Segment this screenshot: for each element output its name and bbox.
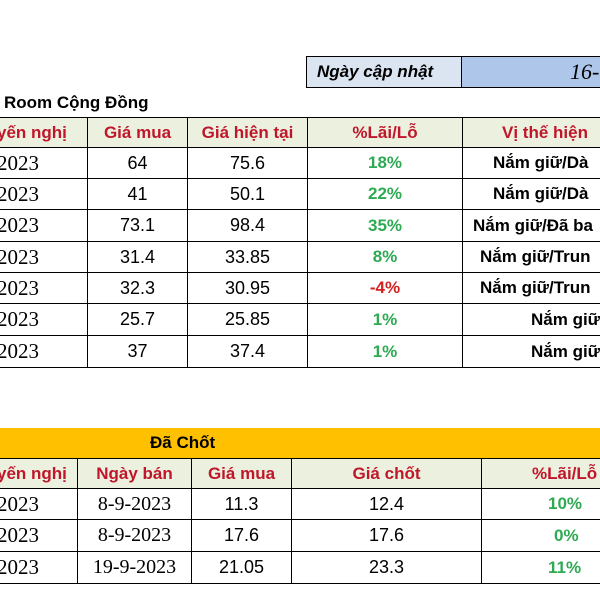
position-cell: Nắm giữ	[462, 303, 600, 336]
current-price-cell: 75.6	[187, 147, 308, 179]
profit-pct-cell: 22%	[307, 178, 463, 210]
closed-section-bar	[0, 428, 600, 458]
header-current-price: Giá hiện tại	[187, 117, 308, 148]
update-date-label: Ngày cập nhật	[306, 56, 462, 88]
header-recommend-date: yến nghị	[0, 458, 78, 489]
current-price-cell: 30.95	[187, 272, 308, 304]
community-room-title: Room Cộng Đồng	[4, 93, 149, 112]
position-cell: Nắm giữ	[462, 335, 600, 368]
update-date-value: 16-10	[461, 56, 600, 88]
header-close-price: Giá chốt	[291, 458, 482, 489]
header-recommend-date: yến nghị	[0, 117, 88, 148]
position-cell: Nắm giữ/Trun	[462, 241, 600, 273]
header-profit-pct: %Lãi/Lỗ	[481, 458, 600, 489]
profit-pct-cell: 1%	[307, 303, 463, 336]
recommend-date-cell: 2023	[0, 551, 78, 584]
position-cell: Nắm giữ/Trun	[462, 272, 600, 304]
profit-pct-cell: 1%	[307, 335, 463, 368]
close-price-cell: 17.6	[291, 519, 482, 552]
header-sell-date: Ngày bán	[77, 458, 192, 489]
recommend-date-cell: 2023	[0, 335, 88, 368]
header-buy-price: Giá mua	[87, 117, 188, 148]
buy-price-cell: 21.05	[191, 551, 292, 584]
profit-pct-cell: 18%	[307, 147, 463, 179]
header-buy-price: Giá mua	[191, 458, 292, 489]
position-cell: Nắm giữ/Đã ba	[462, 209, 600, 242]
position-cell: Nắm giữ/Dà	[462, 147, 600, 179]
profit-pct-cell: 8%	[307, 241, 463, 273]
profit-pct-cell: 11%	[481, 551, 600, 584]
header-profit-pct: %Lãi/Lỗ	[307, 117, 463, 148]
buy-price-cell: 41	[87, 178, 188, 210]
position-cell: Nắm giữ/Dà	[462, 178, 600, 210]
close-price-cell: 12.4	[291, 488, 482, 520]
closed-section-title: Đã Chốt	[150, 433, 216, 452]
close-price-cell: 23.3	[291, 551, 482, 584]
recommend-date-cell: 2023	[0, 147, 88, 179]
current-price-cell: 33.85	[187, 241, 308, 273]
profit-pct-cell: 35%	[307, 209, 463, 242]
buy-price-cell: 32.3	[87, 272, 188, 304]
profit-pct-cell: 10%	[481, 488, 600, 520]
header-position: Vị thế hiện	[462, 117, 600, 148]
sell-date-cell: 8-9-2023	[77, 519, 192, 552]
current-price-cell: 25.85	[187, 303, 308, 336]
sell-date-cell: 8-9-2023	[77, 488, 192, 520]
buy-price-cell: 37	[87, 335, 188, 368]
recommend-date-cell: 2023	[0, 241, 88, 273]
recommend-date-cell: 2023	[0, 303, 88, 336]
profit-pct-cell: 0%	[481, 519, 600, 552]
buy-price-cell: 31.4	[87, 241, 188, 273]
current-price-cell: 98.4	[187, 209, 308, 242]
buy-price-cell: 11.3	[191, 488, 292, 520]
current-price-cell: 37.4	[187, 335, 308, 368]
profit-pct-cell: -4%	[307, 272, 463, 304]
recommend-date-cell: 2023	[0, 272, 88, 304]
buy-price-cell: 17.6	[191, 519, 292, 552]
current-price-cell: 50.1	[187, 178, 308, 210]
buy-price-cell: 64	[87, 147, 188, 179]
sell-date-cell: 19-9-2023	[77, 551, 192, 584]
buy-price-cell: 73.1	[87, 209, 188, 242]
recommend-date-cell: 2023	[0, 519, 78, 552]
recommend-date-cell: 2023	[0, 209, 88, 242]
recommend-date-cell: 2023	[0, 178, 88, 210]
recommend-date-cell: 2023	[0, 488, 78, 520]
buy-price-cell: 25.7	[87, 303, 188, 336]
